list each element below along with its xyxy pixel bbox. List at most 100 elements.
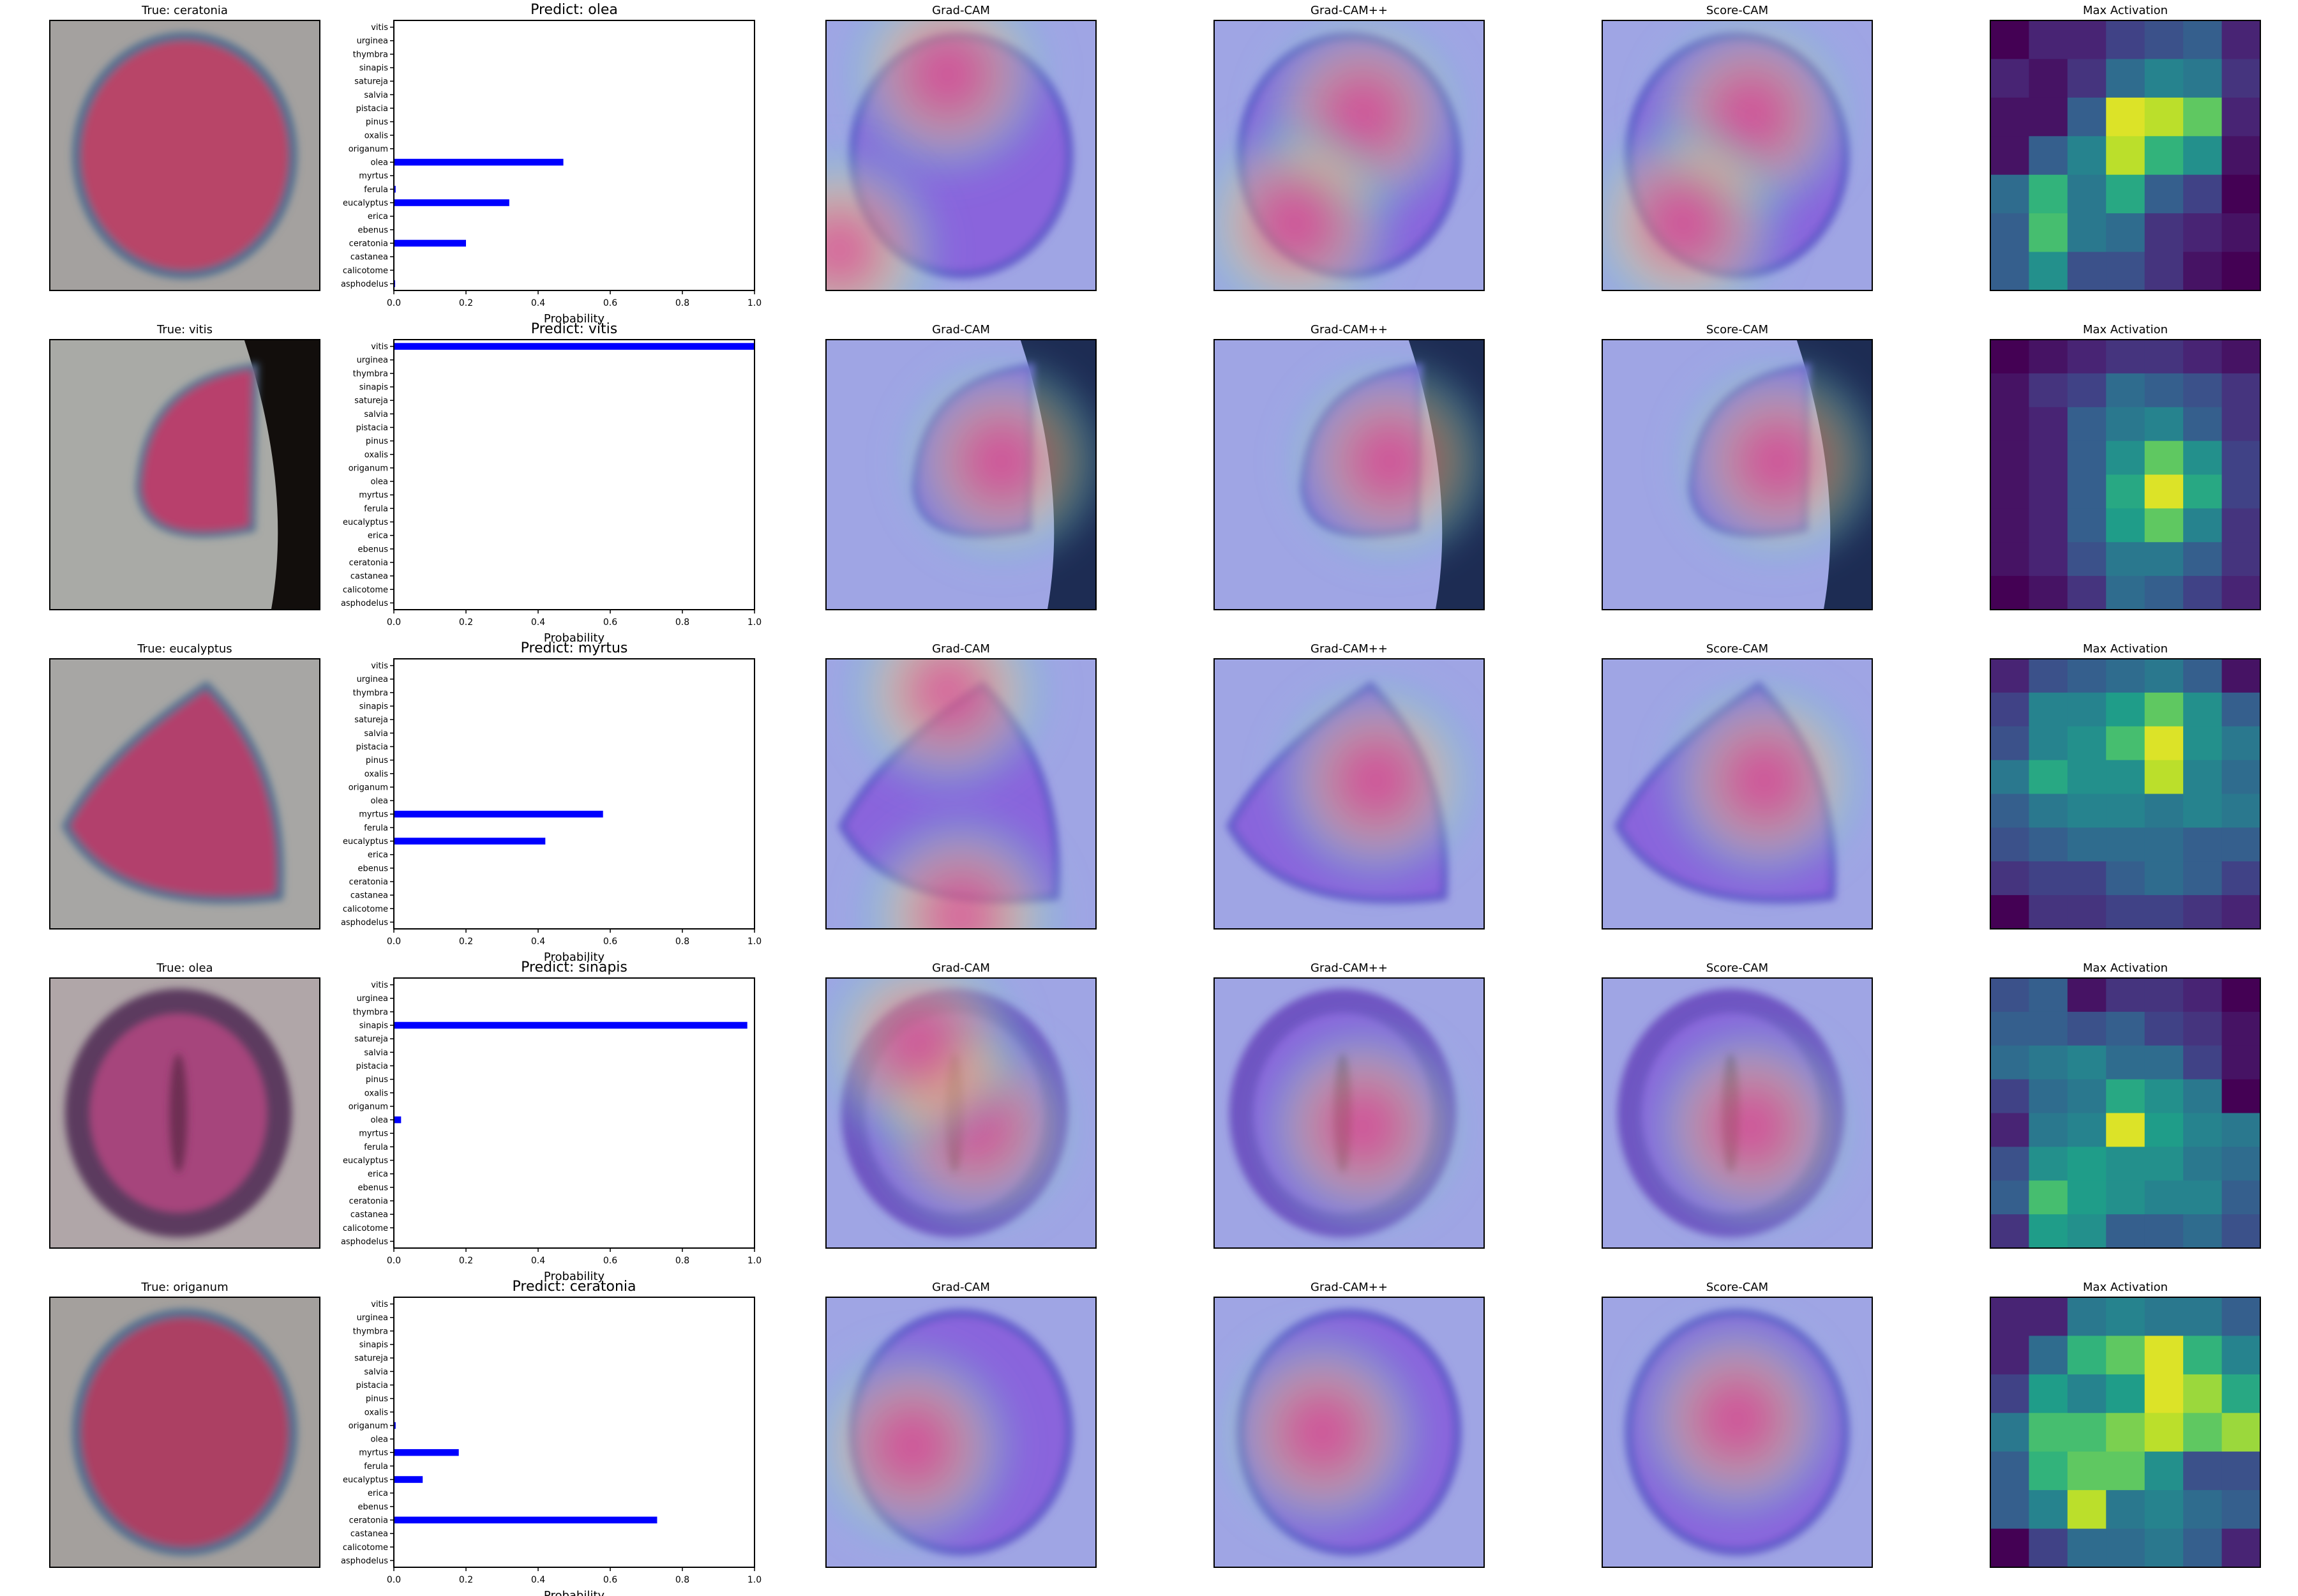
- xtick-label: 0.8: [675, 298, 689, 308]
- activation-cell: [2183, 1045, 2223, 1080]
- ytick-label: castanea: [350, 1210, 388, 1220]
- activation-cell: [2221, 827, 2261, 862]
- gradcam-frame: [825, 339, 1097, 610]
- activation-cell: [2221, 726, 2261, 761]
- activation-cell: [2144, 136, 2184, 176]
- ytick-label: vitis: [371, 23, 388, 33]
- pollen-image: [49, 977, 320, 1249]
- activation-cell: [2221, 440, 2261, 475]
- xtick-label: 0.6: [603, 1256, 617, 1266]
- gradcampp-heatmap: [1213, 339, 1485, 610]
- xtick-label: 0.0: [387, 1256, 401, 1266]
- ytick-label: eucalyptus: [343, 1475, 388, 1485]
- xtick-label: 0.6: [603, 937, 617, 947]
- activation-cell: [2106, 213, 2145, 253]
- gradcampp-frame: [1213, 1297, 1485, 1568]
- gradcampp-frame: [1213, 20, 1485, 291]
- activation-cell: [1990, 1147, 2029, 1181]
- pollen-image: [49, 339, 320, 610]
- activation-cell: [2144, 174, 2184, 214]
- image-frame: [49, 1297, 320, 1568]
- activation-cell: [2144, 213, 2184, 253]
- row-3: True: olea Predict: sinapis Grad-CAM Grad-C…: [49, 960, 2261, 1283]
- xtick-label: 0.6: [603, 617, 617, 628]
- ytick-label: pinus: [366, 756, 388, 765]
- ytick-label: erica: [368, 850, 388, 860]
- activation-cell: [2029, 1413, 2068, 1452]
- activation-cell: [2221, 1147, 2261, 1181]
- activation-cell: [2067, 895, 2106, 930]
- ytick-label: satureja: [354, 77, 388, 87]
- activation-cell: [2183, 407, 2223, 442]
- ytick-label: calicotome: [343, 1224, 388, 1233]
- true-label-title: True: ceratonia: [141, 4, 228, 17]
- ytick-label: olea: [370, 1435, 388, 1445]
- activation-cell: [1990, 726, 2029, 761]
- gradcam-heatmap: [825, 1297, 1097, 1568]
- ytick-label: asphodelus: [341, 599, 388, 608]
- activation-cell: [2144, 508, 2184, 543]
- activation-cell: [1990, 1336, 2029, 1375]
- row-0: True: ceratonia Predict: olea Grad-CAM Grad…: [49, 2, 2261, 326]
- activation-cell: [2106, 97, 2145, 137]
- activation-cell: [2221, 1374, 2261, 1413]
- max-activation-map: [1990, 977, 2261, 1249]
- activation-cell: [2183, 827, 2223, 862]
- gradcampp-title: Grad-CAM++: [1310, 323, 1388, 336]
- ytick-label: salvia: [364, 91, 388, 100]
- bar-ferula: [394, 186, 396, 193]
- activation-cell: [1990, 136, 2029, 176]
- xtick-label: 0.4: [531, 617, 545, 628]
- activation-cell: [2029, 20, 2068, 59]
- bar-eucalyptus: [394, 199, 509, 206]
- activation-cell: [2029, 59, 2068, 98]
- activation-cell: [1990, 20, 2029, 59]
- activation-cell: [2221, 1214, 2261, 1249]
- xtick-label: 0.4: [531, 1575, 545, 1585]
- ytick-label: asphodelus: [341, 1556, 388, 1566]
- ytick-label: ebenus: [358, 1502, 389, 1512]
- activation-cell: [2221, 174, 2261, 214]
- x-axis-label: Probability: [544, 1589, 605, 1596]
- ytick-label: pinus: [366, 1075, 388, 1085]
- activation-cell: [2067, 1147, 2106, 1181]
- cam-hotspot: [888, 347, 1096, 575]
- probability-bar-chart: asphodelus calicotome castanea ceratonia ebe…: [341, 339, 762, 645]
- activation-cell: [2144, 474, 2184, 509]
- activation-cell: [2106, 542, 2145, 576]
- ytick-label: urginea: [357, 994, 388, 1004]
- activation-cell: [2221, 1336, 2261, 1375]
- activation-cell: [2144, 440, 2184, 475]
- ytick-label: asphodelus: [341, 918, 388, 928]
- scorecam-title: Score-CAM: [1706, 961, 1768, 975]
- activation-cell: [2183, 978, 2223, 1013]
- ytick-label: pistacia: [356, 423, 388, 433]
- activation-cell: [2144, 794, 2184, 828]
- activation-cell: [2106, 474, 2145, 509]
- activation-cell: [1990, 1490, 2029, 1530]
- activation-cell: [2029, 407, 2068, 442]
- scorecam-heatmap: [1602, 1297, 1873, 1568]
- activation-cell: [2106, 407, 2145, 442]
- bar-vitis: [394, 343, 755, 350]
- activation-cell: [2106, 692, 2145, 727]
- ytick-label: oxalis: [364, 769, 388, 779]
- activation-cell: [2029, 474, 2068, 509]
- activation-cell: [1990, 576, 2029, 610]
- activation-cell: [1990, 1374, 2029, 1413]
- ytick-label: urginea: [357, 36, 388, 46]
- ytick-label: origanum: [349, 783, 388, 792]
- activation-cell: [2221, 340, 2261, 374]
- activation-cell: [2067, 1336, 2106, 1375]
- activation-cell: [2144, 407, 2184, 442]
- activation-cell: [2029, 827, 2068, 862]
- xtick-label: 0.2: [459, 617, 473, 628]
- activation-cell: [2067, 542, 2106, 576]
- prediction-title: Predict: ceratonia: [513, 1279, 636, 1295]
- scorecam-title: Score-CAM: [1706, 1281, 1768, 1294]
- gradcampp-frame: [1213, 339, 1485, 610]
- scorecam-heatmap: [1602, 339, 1873, 610]
- max-activation-frame: [1990, 977, 2261, 1249]
- activation-cell: [2029, 1336, 2068, 1375]
- scorecam-frame: [1602, 977, 1873, 1249]
